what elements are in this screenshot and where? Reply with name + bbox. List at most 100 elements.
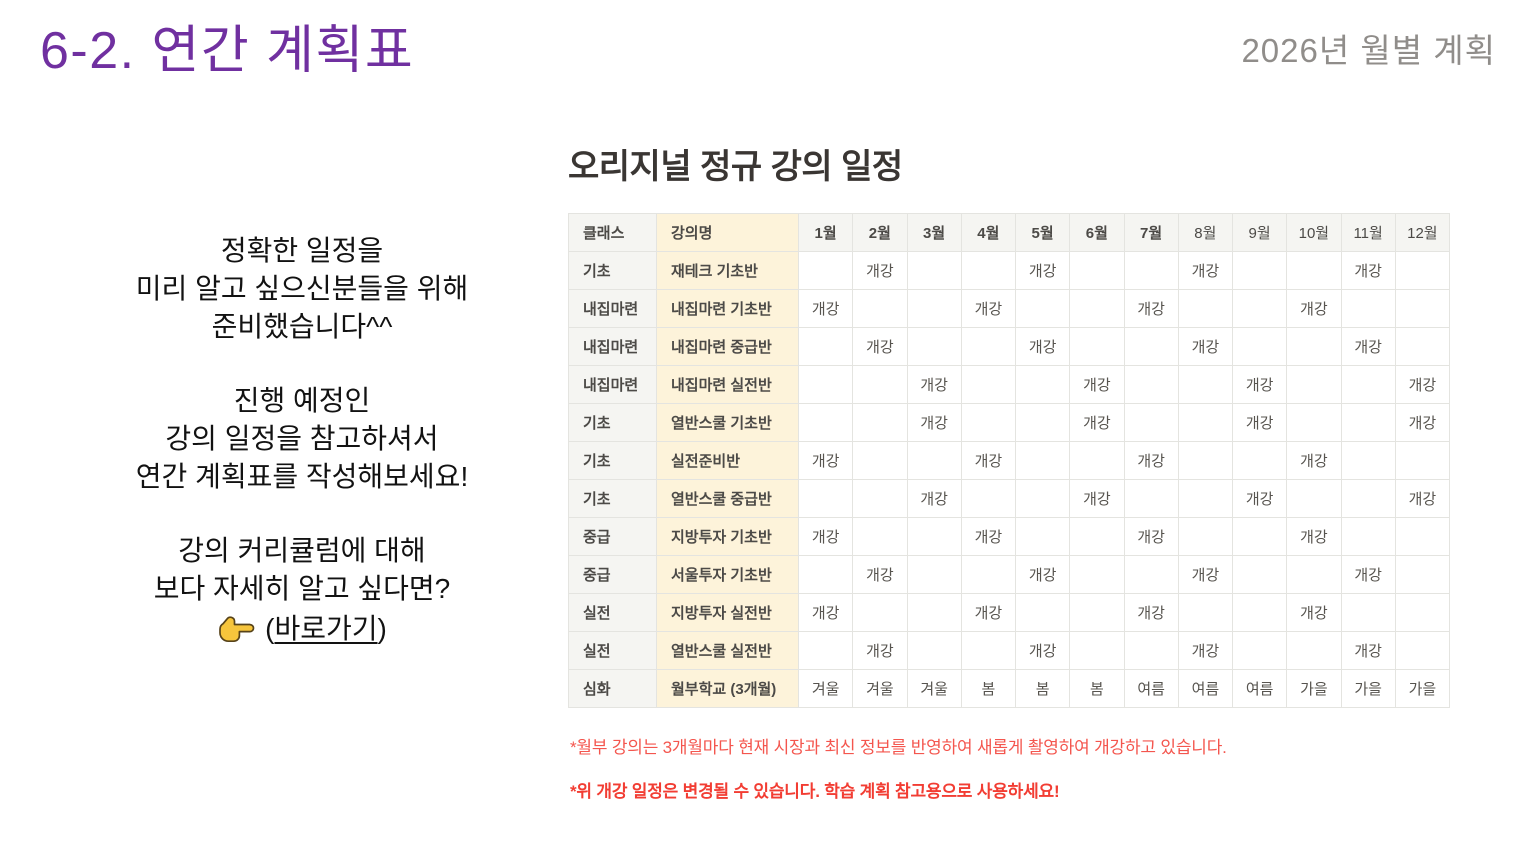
month-cell [1286, 327, 1342, 366]
month-cell [1069, 327, 1125, 366]
month-cell [797, 327, 854, 366]
month-cell: 개강 [1177, 631, 1234, 670]
class-cell: 기초 [568, 441, 657, 480]
month-cell [1123, 479, 1179, 518]
class-cell: 중급 [568, 517, 657, 556]
table-row: 내집마련 내집마련 기초반 개강 개강 개강 개강 [568, 289, 1451, 328]
month-cell [906, 555, 962, 594]
month-cell: 개강 [1231, 403, 1288, 442]
class-cell: 기초 [568, 403, 657, 442]
table-row: 중급 서울투자 기초반 개강 개강 개강 개강 [568, 555, 1451, 594]
table-row: 심화 월부학교 (3개월) 겨울 겨울 겨울 봄 봄 봄 여름 여름 여름 가을 가을 가을 [568, 669, 1451, 708]
month-cell [852, 479, 908, 518]
paren-open: ( [265, 613, 275, 644]
month-cell [1394, 631, 1451, 670]
month-cell: 개강 [1394, 479, 1451, 518]
course-cell: 재테크 기초반 [656, 251, 799, 290]
text-line: 진행 예정인 [233, 385, 371, 416]
schedule-section: 오리지널 정규 강의 일정 클래스 강의명 1월 2월 3월 4월 5월 6월 7월 8월 9월 10… [568, 146, 1452, 708]
month-cell: 개강 [1286, 593, 1342, 632]
table-row: 기초 열반스쿨 중급반 개강 개강 개강 개강 [568, 479, 1451, 518]
month-cell: 개강 [1177, 555, 1234, 594]
month-cell [1069, 631, 1125, 670]
month-cell: 여름 [1123, 669, 1179, 708]
month-cell: 개강 [797, 517, 854, 556]
table-row: 중급 지방투자 기초반 개강 개강 개강 개강 [568, 517, 1451, 556]
month-cell [1069, 289, 1125, 328]
month-cell [1231, 251, 1288, 290]
month-cell: 개강 [1014, 327, 1071, 366]
column-header: 3월 [906, 213, 962, 252]
month-cell: 개강 [1231, 479, 1288, 518]
class-cell: 실전 [568, 631, 657, 670]
class-cell: 내집마련 [568, 327, 657, 366]
month-cell [797, 403, 854, 442]
column-header: 9월 [1231, 213, 1288, 252]
column-header: 5월 [1014, 213, 1071, 252]
month-cell: 개강 [797, 593, 854, 632]
column-header: 2월 [852, 213, 908, 252]
month-cell: 개강 [1014, 555, 1071, 594]
month-cell [1177, 289, 1234, 328]
class-cell: 내집마련 [568, 289, 657, 328]
month-cell [1394, 289, 1451, 328]
month-cell [906, 441, 962, 480]
table-row: 기초 열반스쿨 기초반 개강 개강 개강 개강 [568, 403, 1451, 442]
course-cell: 열반스쿨 실전반 [656, 631, 799, 670]
schedule-body: 기초 재테크 기초반 개강 개강 개강 개강 내집마련 내집마련 기초반 개강 개강 개강 개강 내집마… [568, 251, 1451, 708]
month-cell [1014, 403, 1071, 442]
text-line: 준비했습니다^^ [211, 311, 393, 342]
month-cell: 개강 [1231, 365, 1288, 404]
column-header: 8월 [1177, 213, 1234, 252]
schedule-table: 클래스 강의명 1월 2월 3월 4월 5월 6월 7월 8월 9월 10월 11월 12월 기초 재테크 … [568, 213, 1451, 708]
column-header: 6월 [1069, 213, 1125, 252]
month-cell [1394, 441, 1451, 480]
month-cell [852, 593, 908, 632]
month-cell: 개강 [1123, 593, 1179, 632]
month-cell: 봄 [960, 669, 1017, 708]
shortcut-link[interactable]: 바로가기 [274, 613, 378, 644]
class-cell: 심화 [568, 669, 657, 708]
month-cell [1340, 365, 1396, 404]
corner-label: 2026년 월별 계획 [1241, 32, 1496, 69]
month-cell [797, 251, 854, 290]
month-cell [906, 517, 962, 556]
month-cell [797, 555, 854, 594]
month-cell: 개강 [1069, 365, 1125, 404]
month-cell [1014, 479, 1071, 518]
month-cell [797, 365, 854, 404]
month-cell [1394, 555, 1451, 594]
month-cell: 개강 [1123, 441, 1179, 480]
course-cell: 내집마련 실전반 [656, 365, 799, 404]
course-cell: 열반스쿨 기초반 [656, 403, 799, 442]
text-line: 강의 커리큘럼에 대해 [178, 535, 426, 566]
class-cell: 내집마련 [568, 365, 657, 404]
month-cell [797, 479, 854, 518]
column-header: 4월 [960, 213, 1017, 252]
month-cell: 개강 [1014, 631, 1071, 670]
month-cell [1286, 251, 1342, 290]
shortcut-text: (바로가기) [265, 610, 387, 648]
month-cell: 개강 [797, 289, 854, 328]
schedule-title: 오리지널 정규 강의 일정 [568, 148, 903, 186]
month-cell [1123, 251, 1179, 290]
page-title: 6-2. 연간 계획표 [40, 22, 415, 80]
month-cell: 가을 [1394, 669, 1451, 708]
month-cell: 개강 [960, 289, 1017, 328]
intro-text: 정확한 일정을 미리 알고 싶으신분들을 위해 준비했습니다^^ 진행 예정인 … [56, 232, 548, 648]
month-cell [1231, 441, 1288, 480]
month-cell [1340, 289, 1396, 328]
month-cell [906, 289, 962, 328]
month-cell [1123, 403, 1179, 442]
month-cell [1340, 517, 1396, 556]
month-cell: 개강 [1340, 251, 1396, 290]
month-cell: 개강 [1394, 403, 1451, 442]
footnote-1: *월부 강의는 3개월마다 현재 시장과 최신 정보를 반영하여 새롭게 촬영하… [570, 738, 1227, 757]
schedule-header-row: 클래스 강의명 1월 2월 3월 4월 5월 6월 7월 8월 9월 10월 11월 12월 [568, 213, 1451, 252]
month-cell [1231, 555, 1288, 594]
month-cell [906, 631, 962, 670]
month-cell [1286, 479, 1342, 518]
table-row: 내집마련 내집마련 중급반 개강 개강 개강 개강 [568, 327, 1451, 366]
month-cell [1394, 517, 1451, 556]
